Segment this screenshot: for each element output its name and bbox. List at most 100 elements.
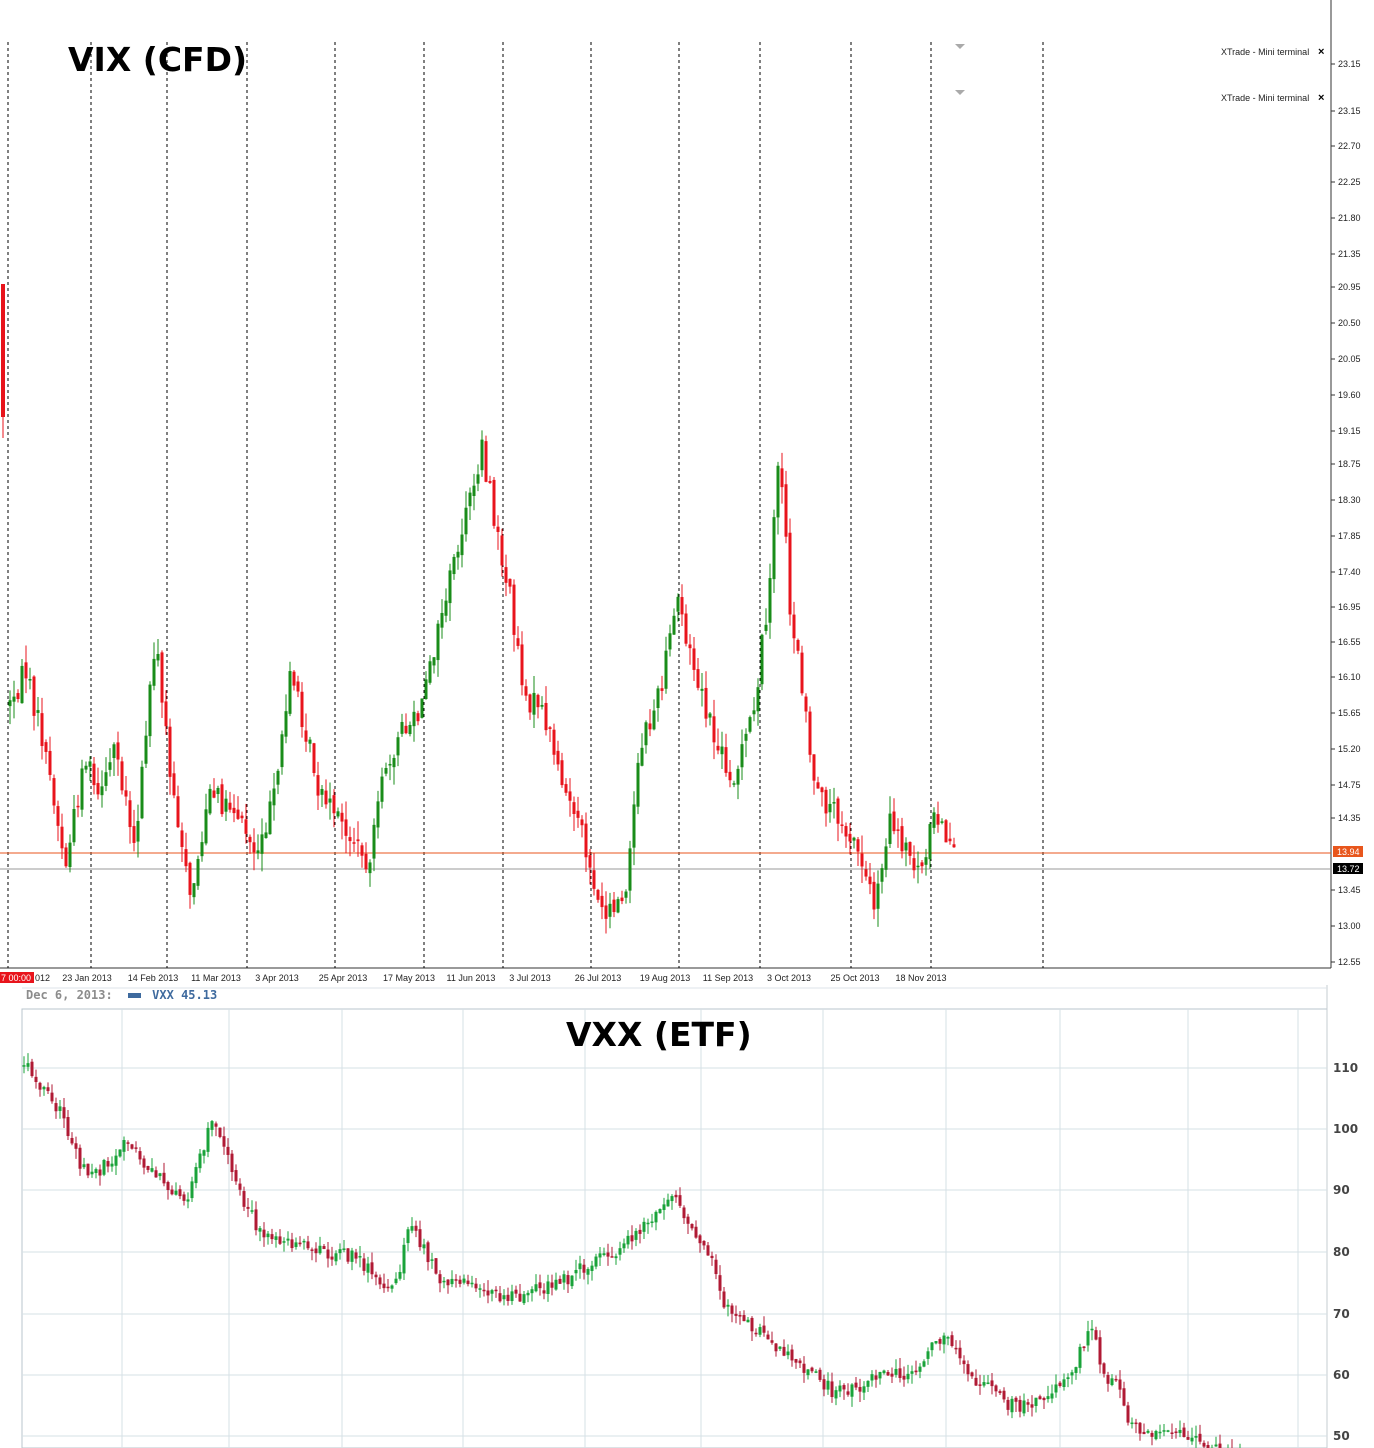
candle-body — [1010, 1398, 1014, 1413]
candle-body — [898, 1368, 902, 1378]
candle-body — [306, 1241, 310, 1249]
vix-x-tick-label: 11 Jun 2013 — [447, 973, 496, 983]
candle-body — [468, 492, 472, 507]
candle-body — [186, 1199, 190, 1202]
candle-body — [466, 1280, 470, 1285]
candle-body — [234, 1170, 238, 1182]
vix-x-tick-label: 3 Oct 2013 — [767, 973, 811, 983]
candle-body — [638, 1229, 642, 1234]
candle-body — [430, 1259, 434, 1261]
candle-body — [210, 1121, 214, 1130]
mini-terminal-close-icon[interactable]: × — [1318, 46, 1325, 58]
candle-body — [296, 681, 300, 692]
candle-body — [1054, 1384, 1058, 1393]
candle-body — [942, 1335, 946, 1345]
candle-body — [780, 468, 784, 488]
candle-body — [690, 1224, 694, 1229]
candle-body — [720, 746, 724, 755]
candle-body — [654, 1211, 658, 1223]
candle-body — [130, 1144, 134, 1149]
candle-body — [440, 612, 444, 628]
legend-swatch-icon — [127, 993, 141, 998]
candle-body — [70, 1137, 74, 1144]
candle-body — [736, 768, 740, 785]
vix-y-tick-label: 13.45 — [1338, 885, 1361, 895]
candle-body — [270, 1234, 274, 1240]
candle-body — [1198, 1433, 1202, 1442]
candle-body — [184, 849, 188, 867]
candle-body — [1074, 1367, 1078, 1373]
candle-body — [1182, 1427, 1186, 1437]
candle-body — [572, 802, 576, 815]
vix-y-tick-label: 16.10 — [1338, 672, 1361, 682]
candle-body — [520, 644, 524, 686]
candle-body — [98, 1169, 102, 1176]
candle-body — [310, 1249, 314, 1251]
candle-body — [20, 665, 24, 704]
candle-body — [616, 899, 620, 913]
candle-body — [598, 1253, 602, 1258]
candle-body — [28, 679, 32, 681]
candle-body — [778, 1346, 782, 1349]
candle-body — [22, 1065, 26, 1067]
candle-body — [106, 1161, 110, 1167]
candle-body — [250, 1210, 254, 1212]
vix-y-tick-label: 12.55 — [1338, 957, 1361, 967]
candle-body — [146, 1166, 150, 1170]
candle-body — [848, 833, 852, 842]
candle-body — [812, 754, 816, 781]
vix-x-tick-label: 17 May 2013 — [383, 973, 435, 983]
candle-body — [628, 848, 632, 891]
candle-body — [68, 842, 72, 868]
candle-body — [746, 1319, 750, 1323]
candle-body — [220, 784, 224, 815]
vix-y-tick-label: 21.35 — [1338, 249, 1361, 259]
candle-body — [786, 1351, 790, 1356]
candle-body — [766, 1334, 770, 1340]
candle-body — [508, 578, 512, 587]
candle-body — [56, 806, 60, 826]
mini-terminal-close-icon[interactable]: × — [1318, 92, 1325, 104]
candle-body — [828, 803, 832, 813]
vix-y-tick-label: 20.95 — [1338, 282, 1361, 292]
candle-body — [914, 1370, 918, 1373]
candle-body — [116, 742, 120, 760]
candle-body — [364, 853, 368, 870]
candle-body — [244, 819, 248, 834]
candle-body — [238, 1183, 242, 1190]
candle-body — [472, 485, 476, 497]
candle-body — [1162, 1430, 1166, 1432]
candle-body — [554, 1279, 558, 1290]
vix-y-tick-label: 22.70 — [1338, 141, 1361, 151]
candle-body — [878, 1371, 882, 1379]
candle-body — [1026, 1402, 1030, 1405]
candle-body — [636, 762, 640, 807]
vxx-chart-panel: 110 100 90 80 70 60 50 Dec 6, 2013: VXX 45.13 … — [0, 985, 1374, 1448]
candle-body — [998, 1391, 1002, 1394]
candle-body — [734, 1313, 738, 1316]
candle-body — [94, 1169, 98, 1174]
vix-y-tick-label: 19.15 — [1338, 426, 1361, 436]
candle-body — [900, 826, 904, 852]
candle-body — [16, 693, 20, 700]
vxx-y-tick-label: 90 — [1333, 1183, 1350, 1197]
candle-body — [494, 1289, 498, 1292]
candle-body — [556, 750, 560, 765]
candle-body — [1058, 1382, 1062, 1386]
candle-body — [48, 750, 52, 775]
candle-body — [1062, 1379, 1066, 1388]
candle-body — [436, 623, 440, 661]
candle-body — [36, 710, 40, 713]
candle-body — [604, 905, 608, 919]
candle-body — [742, 1315, 746, 1322]
candle-body — [324, 790, 328, 805]
candle-body — [320, 788, 324, 795]
candle-body — [346, 1248, 350, 1262]
vix-y-tick-label: 23.15 — [1338, 59, 1361, 69]
candle-body — [550, 1282, 554, 1288]
candle-body — [852, 837, 856, 841]
candle-body — [484, 441, 488, 482]
candle-body — [740, 744, 744, 768]
candle-body — [754, 1332, 758, 1335]
candle-body — [214, 1123, 218, 1127]
